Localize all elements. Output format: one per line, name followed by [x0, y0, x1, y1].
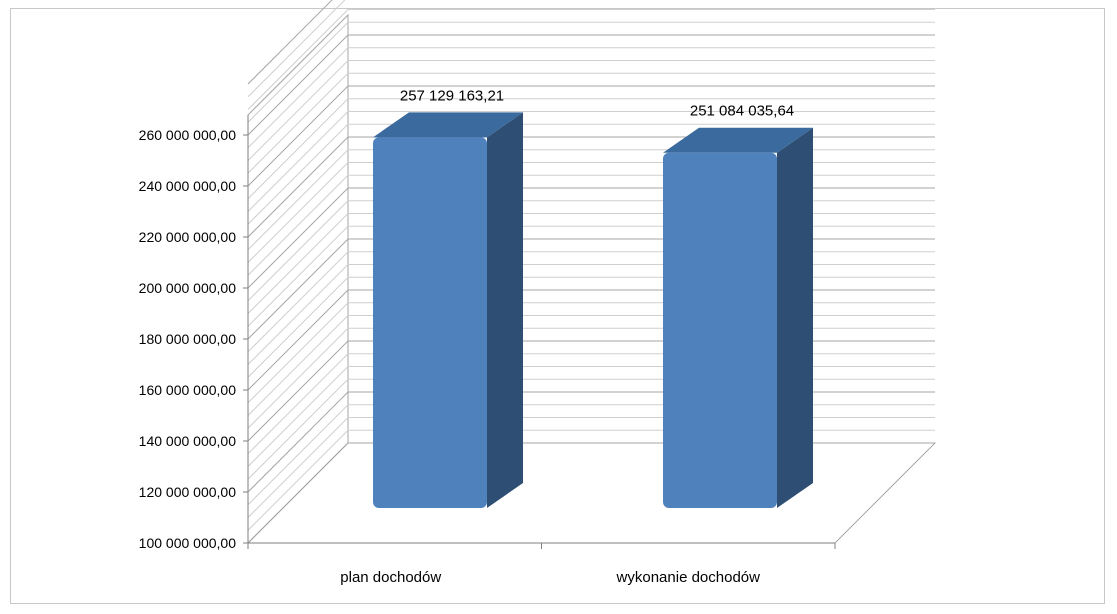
gridline — [247, 200, 935, 302]
bar-top-face — [373, 112, 523, 138]
y-tick-label: 260 000 000,00 — [139, 127, 237, 143]
y-tick-label: 100 000 000,00 — [139, 535, 237, 551]
y-tick-label: 180 000 000,00 — [139, 331, 237, 347]
gridline — [247, 21, 935, 123]
gridline — [247, 264, 935, 365]
gridline — [247, 340, 935, 442]
y-tick-label: 120 000 000,00 — [139, 484, 237, 500]
data-labels: 257 129 163,21 251 084 035,64 — [400, 87, 794, 119]
gridline — [247, 149, 935, 251]
gridline — [247, 136, 935, 238]
bar-2 — [663, 127, 813, 508]
gridline — [247, 0, 333, 85]
gridline — [247, 111, 935, 212]
gridline — [247, 47, 935, 149]
bar-side-face — [777, 127, 813, 508]
gridline — [247, 9, 935, 110]
gridline — [247, 187, 935, 289]
gridline — [247, 0, 346, 98]
category-label: wykonanie dochodów — [616, 569, 761, 586]
category-label: plan dochodów — [340, 569, 441, 586]
gridline — [247, 276, 935, 378]
bars — [373, 112, 813, 509]
gridline — [247, 251, 935, 353]
gridline — [247, 174, 935, 276]
gridline — [247, 353, 935, 455]
gridline — [247, 72, 935, 174]
bar-top-face — [663, 127, 813, 153]
gridline — [247, 162, 935, 263]
y-tick-label: 220 000 000,00 — [139, 229, 237, 245]
x-axis-category-labels: plan dochodów wykonanie dochodów — [340, 569, 760, 586]
gridline — [247, 315, 935, 416]
floor — [246, 442, 937, 544]
gridline — [247, 85, 935, 187]
bar-1 — [373, 112, 523, 509]
bar-side-face — [487, 112, 523, 509]
bar-front-face — [373, 137, 487, 509]
axes — [243, 115, 836, 549]
y-tick-label: 160 000 000,00 — [139, 382, 237, 398]
gridline — [247, 289, 935, 391]
gridline — [247, 225, 935, 327]
gridline — [247, 98, 935, 200]
y-tick-label: 140 000 000,00 — [139, 433, 237, 449]
data-label: 257 129 163,21 — [400, 87, 504, 104]
gridline — [247, 302, 935, 404]
gridline — [247, 327, 935, 429]
gridline — [247, 238, 935, 340]
y-tick-label: 200 000 000,00 — [139, 280, 237, 296]
gridline — [247, 123, 935, 225]
data-label: 251 084 035,64 — [690, 103, 794, 120]
gridline — [247, 60, 935, 161]
y-axis-tick-labels: 100 000 000,00 120 000 000,00 140 000 000,… — [139, 127, 237, 551]
y-tick-label: 240 000 000,00 — [139, 178, 237, 194]
gridline — [247, 213, 935, 314]
chart-walls — [246, 13, 937, 545]
gridline — [247, 34, 935, 136]
bar-front-face — [663, 152, 777, 508]
